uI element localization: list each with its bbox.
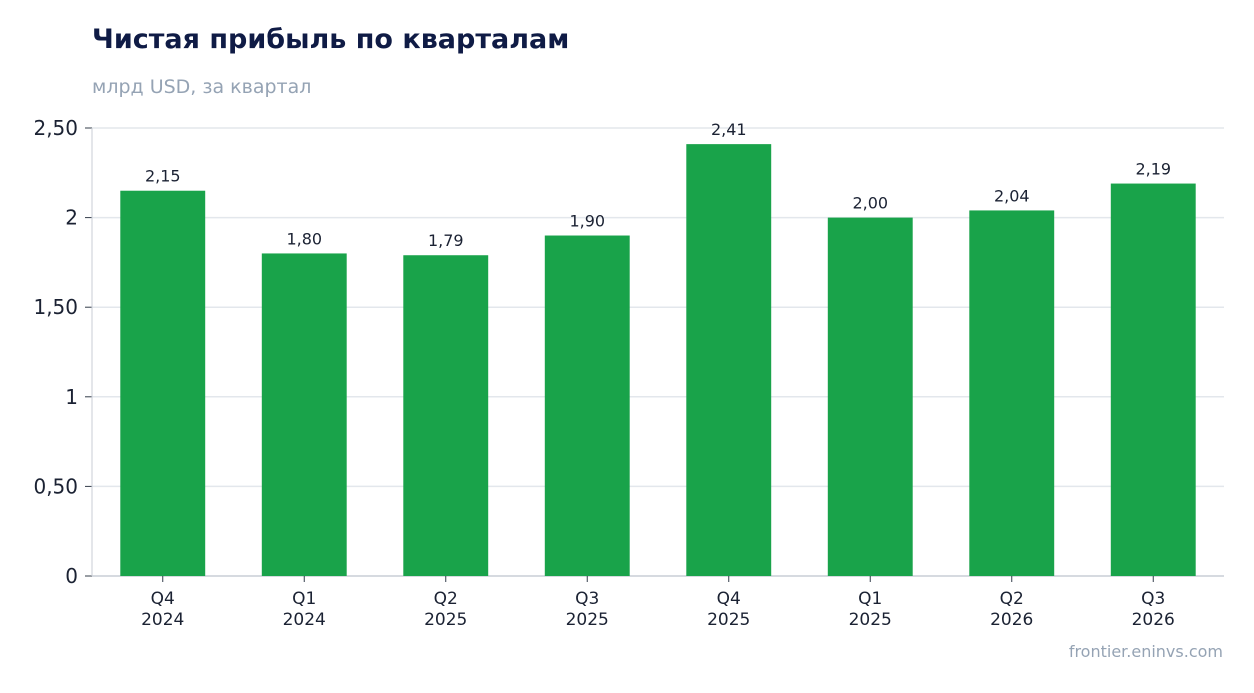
x-tick-label-year: 2026 [990, 610, 1033, 630]
y-tick-label: 2,50 [33, 116, 78, 140]
bar [969, 210, 1055, 576]
bar [686, 144, 772, 577]
y-tick-label: 1 [65, 385, 78, 409]
bar-value-label: 1,90 [569, 212, 605, 231]
x-tick-label-quarter: Q3 [575, 589, 599, 609]
chart-subtitle: млрд USD, за квартал [92, 76, 312, 98]
y-tick-label: 0,50 [33, 474, 78, 498]
x-tick-label-year: 2025 [566, 610, 609, 630]
x-tick-label-quarter: Q2 [434, 589, 458, 609]
bar [403, 255, 489, 576]
x-tick-label-quarter: Q2 [1000, 589, 1024, 609]
bar-value-label: 2,04 [994, 186, 1030, 205]
x-tick-label-year: 2025 [424, 610, 467, 630]
y-tick-label: 0 [65, 564, 78, 588]
bar-value-label: 1,79 [428, 231, 464, 250]
y-tick-label: 2 [65, 206, 78, 230]
bar [120, 190, 206, 576]
bar-value-label: 2,00 [852, 194, 888, 213]
chart-title: Чистая прибыль по кварталам [92, 24, 570, 55]
x-tick-label-quarter: Q4 [151, 589, 175, 609]
bar [827, 217, 913, 576]
bar [1110, 183, 1196, 576]
x-tick-label-quarter: Q1 [292, 589, 316, 609]
x-tick-label-quarter: Q4 [717, 589, 741, 609]
source-label: frontier.eninvs.com [1068, 642, 1223, 661]
bar-value-label: 1,80 [286, 229, 322, 248]
bar [544, 235, 630, 576]
x-tick-label-year: 2025 [849, 610, 892, 630]
y-tick-label: 1,50 [33, 295, 78, 319]
x-tick-label-year: 2026 [1132, 610, 1175, 630]
bar-value-label: 2,41 [711, 120, 747, 139]
x-tick-label-year: 2024 [283, 610, 326, 630]
bar [261, 253, 347, 576]
x-tick-label-quarter: Q1 [858, 589, 882, 609]
bar-value-label: 2,19 [1135, 160, 1171, 179]
x-tick-label-quarter: Q3 [1141, 589, 1165, 609]
bar-value-label: 2,15 [145, 167, 181, 186]
x-tick-label-year: 2025 [707, 610, 750, 630]
x-tick-label-year: 2024 [141, 610, 184, 630]
